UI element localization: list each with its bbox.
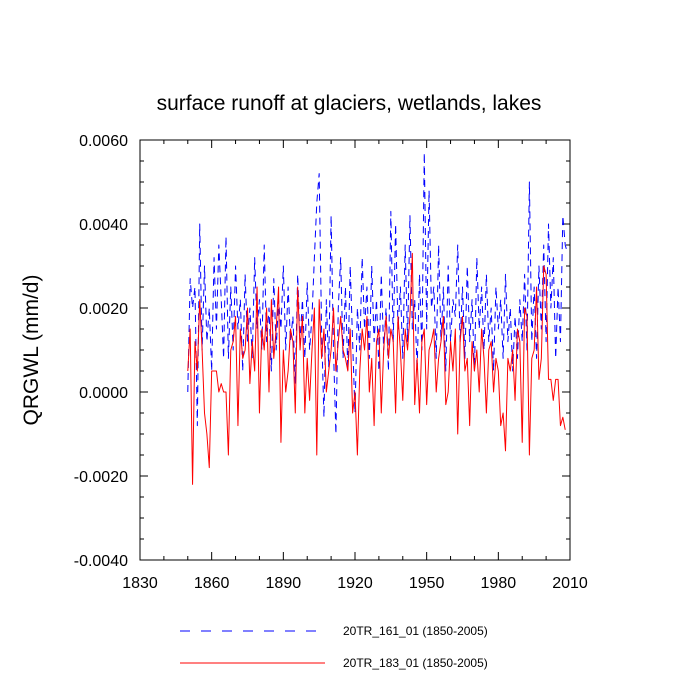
- series-layer: [187, 152, 569, 485]
- legend: 20TR_161_01 (1850-2005) 20TR_183_01 (185…: [180, 624, 488, 670]
- y-tick-label: 0.0000: [79, 385, 128, 402]
- y-tick-label: -0.0040: [74, 553, 128, 570]
- plot-frame: [139, 139, 571, 561]
- x-tick-label: 1830: [122, 575, 158, 592]
- series-line-1: [187, 152, 569, 435]
- x-tick-label: 1890: [266, 575, 302, 592]
- chart-title: surface runoff at glaciers, wetlands, la…: [157, 92, 542, 115]
- x-tick-label: 1950: [409, 575, 445, 592]
- series-line-2: [187, 252, 566, 485]
- legend-label-series-2: 20TR_183_01 (1850-2005): [343, 656, 488, 670]
- x-tick-label: 1860: [194, 575, 230, 592]
- x-tick-labels: 1830 1860 1890 1920 1950 1980 2010: [122, 575, 588, 592]
- y-tick-label: 0.0040: [79, 217, 128, 234]
- y-tick-labels: -0.0040 -0.0020 0.0000 0.0020 0.0040 0.0060: [74, 133, 128, 570]
- y-axis-label: QRGWL (mm/d): [20, 275, 43, 426]
- y-tick-label: -0.0020: [74, 469, 128, 486]
- x-tick-label: 1980: [481, 575, 517, 592]
- x-tick-label: 2010: [552, 575, 588, 592]
- y-tick-label: 0.0020: [79, 301, 128, 318]
- y-tick-label: 0.0060: [79, 133, 128, 150]
- legend-label-series-1: 20TR_161_01 (1850-2005): [343, 624, 488, 638]
- axis-ticks: [139, 139, 571, 561]
- x-tick-label: 1920: [337, 575, 373, 592]
